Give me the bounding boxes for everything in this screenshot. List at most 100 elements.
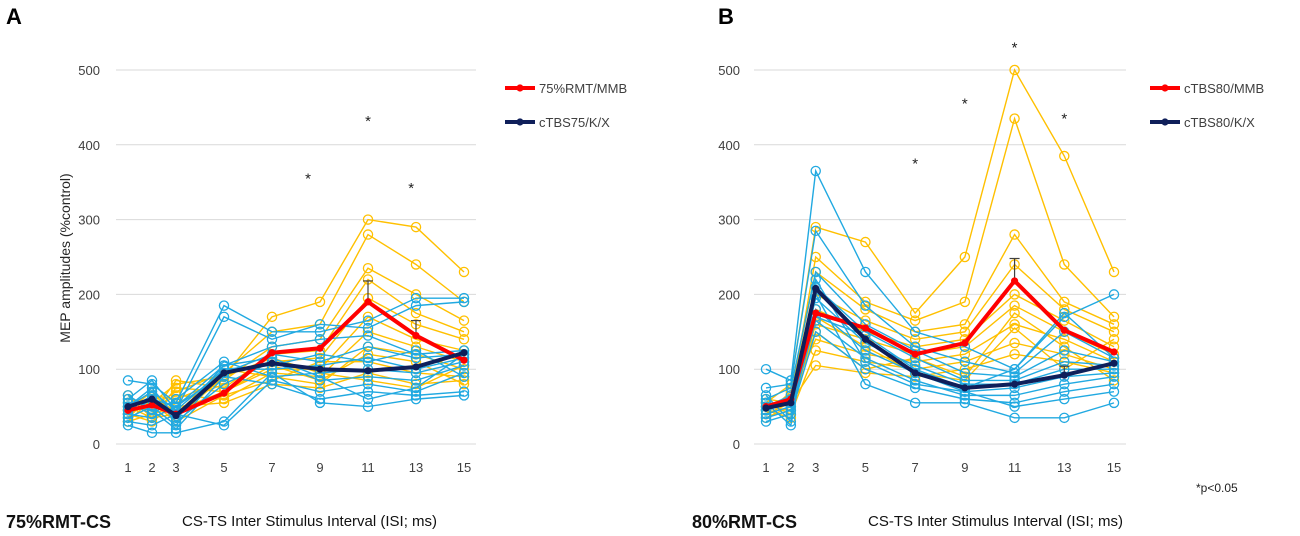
y-tick-label: 400 [78, 138, 100, 153]
individual-point [218, 397, 230, 409]
mean-point [316, 344, 324, 352]
x-tick-label: 15 [1107, 460, 1121, 475]
individual-point [1009, 322, 1020, 334]
individual-point [1059, 307, 1070, 319]
individual-point [122, 390, 134, 401]
individual-point [362, 262, 374, 274]
individual-point [1108, 334, 1120, 345]
legend-marker [516, 84, 524, 92]
mean-point [762, 404, 770, 412]
individual-point [1059, 296, 1070, 308]
individual-point [860, 236, 871, 248]
x-tick-label: 1 [762, 460, 769, 475]
panel-a-legend: 75%RMT/MMB cTBS75/K/X [505, 81, 627, 130]
individual-series-line [765, 270, 1115, 400]
mean-point [1060, 371, 1068, 379]
individual-point [1059, 315, 1070, 326]
y-tick-label: 100 [718, 362, 740, 377]
individual-point [959, 326, 971, 338]
individual-point [1108, 266, 1120, 278]
individual-point [959, 363, 971, 375]
individual-point [218, 378, 230, 390]
individual-point [314, 375, 326, 386]
individual-point [458, 371, 470, 382]
panel-b-legend: cTBS80/MMB cTBS80/K/X [1150, 81, 1264, 130]
y-tick-label: 0 [93, 437, 100, 452]
mean-point [148, 401, 156, 409]
individual-point [1009, 113, 1020, 124]
significance-star: * [1061, 111, 1067, 128]
individual-point [458, 390, 470, 401]
individual-point [410, 341, 422, 353]
mean-point [961, 384, 969, 392]
mean-point [812, 309, 820, 317]
panel-a-condition-label: 75%RMT-CS [6, 512, 111, 532]
individual-series-line [127, 372, 465, 434]
individual-point [810, 345, 821, 356]
x-tick-label: 13 [1057, 460, 1071, 475]
panel-b-y-tick-labels: 0 100 200 300 400 500 [718, 63, 740, 452]
individual-point [760, 363, 772, 375]
y-tick-label: 400 [718, 138, 740, 153]
individual-point [1009, 229, 1020, 240]
x-tick-label: 5 [220, 460, 227, 475]
x-tick-label: 11 [1008, 460, 1022, 475]
individual-point [959, 251, 971, 263]
individual-point [170, 382, 182, 394]
individual-series-line [127, 353, 465, 419]
y-tick-label: 500 [718, 63, 740, 78]
mean-point [861, 324, 870, 332]
individual-point [146, 427, 158, 439]
individual-point [266, 311, 278, 323]
panel-b: B 0 100 200 300 400 500 1 2 3 5 7 9 11 13 15 * * * * cTB… [692, 4, 1264, 532]
panel-b-x-tick-labels: 1 2 3 5 7 9 11 13 15 [762, 460, 1121, 475]
individual-point [760, 412, 772, 424]
individual-point [1059, 334, 1070, 345]
y-tick-label: 200 [78, 287, 100, 302]
individual-point [314, 397, 326, 409]
individual-point [860, 363, 871, 375]
individual-point [1009, 363, 1020, 375]
individual-point [362, 315, 374, 326]
individual-point [1059, 259, 1070, 270]
individual-point [909, 397, 921, 409]
individual-point [266, 367, 278, 379]
mean-point [911, 369, 919, 377]
significance-star: * [1012, 40, 1018, 57]
individual-point [170, 423, 182, 435]
individual-point [410, 348, 422, 360]
panel-a-x-axis-title: CS-TS Inter Stimulus Interval (ISI; ms) [182, 513, 437, 530]
significance-star: * [365, 113, 371, 130]
individual-point [810, 274, 821, 285]
individual-series-line [765, 168, 1115, 382]
x-tick-label: 13 [409, 460, 423, 475]
individual-point [362, 341, 374, 353]
mean-point [1010, 277, 1019, 285]
x-tick-label: 3 [172, 460, 179, 475]
individual-point [362, 375, 374, 386]
individual-point [410, 292, 422, 304]
y-tick-label: 100 [78, 362, 100, 377]
x-tick-label: 7 [912, 460, 919, 475]
panel-a: A MEP amplitudes (%control) 0 100 200 300 40… [6, 4, 627, 532]
individual-point [458, 326, 470, 338]
mean-point [412, 331, 420, 340]
panel-a-significance-stars: * * * [305, 113, 414, 197]
panel-b-condition-label: 80%RMT-CS [692, 512, 797, 532]
panel-a-y-axis-title: MEP amplitudes (%control) [57, 173, 73, 342]
individual-point [909, 334, 921, 345]
individual-point [785, 416, 797, 427]
individual-point [860, 356, 871, 367]
legend-marker [1161, 118, 1169, 126]
individual-point [1009, 64, 1020, 76]
individual-point [170, 393, 182, 405]
individual-point [860, 300, 871, 311]
individual-series-line [765, 228, 1115, 389]
individual-point [362, 393, 374, 405]
mean-point [787, 399, 795, 407]
individual-point [410, 300, 422, 311]
x-tick-label: 5 [862, 460, 869, 475]
mean-point [364, 367, 372, 375]
individual-point [410, 382, 422, 394]
